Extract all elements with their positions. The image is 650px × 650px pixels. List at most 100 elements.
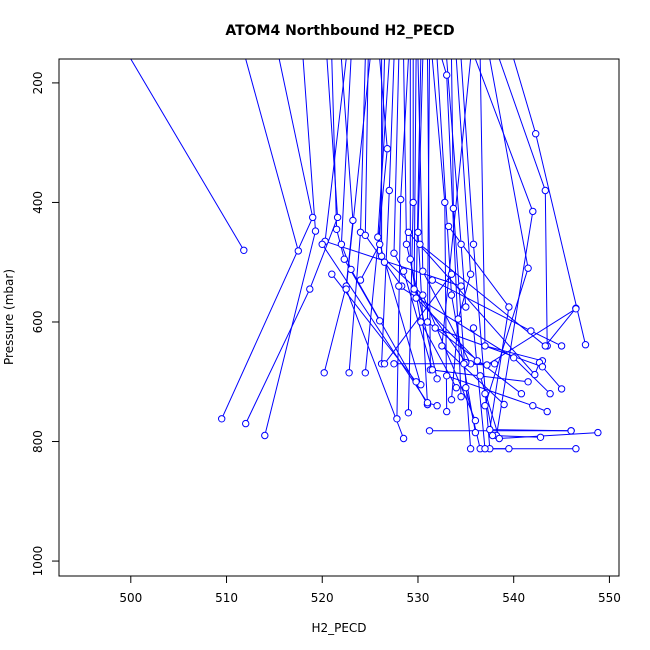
data-point — [481, 402, 489, 410]
data-point — [443, 407, 451, 416]
data-point — [361, 369, 369, 377]
data-point — [567, 427, 575, 435]
data-point — [374, 233, 382, 241]
data-point — [423, 399, 432, 407]
data-point — [393, 415, 401, 423]
x-tick-label: 540 — [502, 591, 525, 605]
series-line — [364, 59, 403, 287]
data-point — [529, 207, 537, 216]
data-point — [340, 255, 348, 263]
data-point — [383, 145, 391, 153]
data-point — [306, 285, 314, 293]
data-point — [428, 366, 436, 374]
series-line — [448, 226, 572, 432]
data-point — [417, 318, 425, 326]
data-point — [546, 390, 554, 398]
y-tick-label: 800 — [31, 430, 45, 453]
data-point — [517, 390, 526, 398]
data-point — [412, 294, 420, 302]
data-point — [536, 433, 545, 441]
data-point — [345, 369, 353, 377]
data-point — [541, 342, 549, 350]
data-point — [433, 402, 441, 410]
data-point — [490, 360, 499, 368]
data-point — [469, 324, 478, 332]
data-point — [447, 396, 456, 404]
x-tick-label: 510 — [215, 591, 238, 605]
data-point — [557, 385, 566, 393]
data-point — [572, 445, 580, 453]
data-point — [471, 416, 480, 425]
data-point — [460, 360, 468, 368]
data-point — [441, 198, 449, 207]
data-point — [409, 198, 417, 207]
data-point — [462, 384, 470, 392]
data-point — [476, 372, 484, 380]
data-point — [452, 384, 460, 392]
x-axis: 500 510 520 530 540 550 — [119, 575, 621, 605]
data-point — [443, 71, 451, 79]
data-point — [486, 425, 494, 434]
data-point — [404, 228, 413, 237]
data-point — [447, 270, 456, 278]
data-point — [532, 130, 540, 138]
data-point — [240, 246, 248, 255]
data-point — [361, 231, 369, 240]
data-point — [328, 270, 336, 278]
data-point — [524, 378, 532, 386]
data-point — [471, 428, 480, 437]
data-point — [337, 240, 346, 249]
data-point — [419, 291, 427, 299]
data-point — [377, 252, 386, 260]
data-point — [402, 240, 411, 249]
data-point — [495, 434, 503, 443]
data-point — [242, 419, 250, 428]
data-point — [318, 240, 326, 249]
data-point — [449, 204, 458, 213]
series-line — [384, 273, 452, 365]
data-point — [261, 431, 269, 440]
data-point — [481, 390, 489, 398]
data-point — [332, 225, 341, 234]
x-tick-label: 530 — [407, 591, 430, 605]
data-point — [349, 216, 357, 225]
data-point — [538, 363, 547, 371]
data-point — [390, 360, 398, 368]
data-point — [404, 409, 413, 417]
data-point — [572, 305, 580, 313]
series-points — [218, 71, 602, 453]
y-axis: 200 400 600 800 1000 — [31, 71, 60, 576]
series-line — [381, 59, 476, 421]
y-axis-label: Pressure (mbar) — [2, 269, 16, 365]
data-point — [481, 445, 489, 453]
data-point — [541, 186, 549, 195]
data-point — [414, 228, 422, 237]
data-point — [557, 342, 566, 350]
data-point — [376, 317, 384, 325]
data-point — [410, 285, 418, 293]
data-point — [311, 227, 320, 235]
data-point — [425, 427, 434, 435]
data-point — [457, 282, 465, 290]
data-point — [594, 428, 602, 437]
data-point — [466, 270, 475, 278]
data-point — [454, 315, 462, 323]
data-point — [457, 240, 465, 249]
data-point — [500, 400, 508, 409]
data-point — [433, 375, 441, 383]
data-point — [462, 303, 470, 311]
data-point — [395, 282, 403, 290]
data-point — [390, 249, 398, 257]
data-point — [416, 240, 424, 249]
data-point — [376, 240, 384, 249]
data-point — [447, 291, 456, 299]
data-point — [488, 431, 497, 440]
data-point — [431, 324, 439, 332]
data-point — [385, 186, 393, 195]
data-point — [529, 402, 537, 410]
series-line — [245, 59, 339, 424]
y-tick-label: 400 — [31, 191, 45, 214]
data-point — [543, 407, 551, 416]
